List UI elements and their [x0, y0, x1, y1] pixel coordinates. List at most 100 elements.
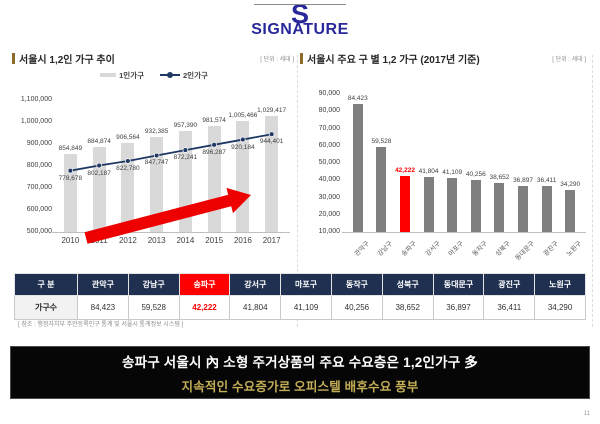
line-value-label: 872,241: [173, 154, 198, 162]
table-cell-household-count: 41,109: [280, 295, 332, 320]
bar-관악구: [352, 103, 363, 232]
bar-1person-2010: [63, 153, 77, 232]
bar-value-label: 41,804: [418, 168, 439, 176]
y-axis-tick: 800,000: [26, 162, 52, 169]
table-header-district: 동작구: [330, 273, 383, 296]
table-row: 가구수 84,423 59,528 42,222 41,804 41,109 40,256 3…: [14, 295, 586, 320]
trend-arrow-icon: [84, 187, 251, 244]
y-axis-tick: 1,100,000: [20, 96, 52, 103]
y-axis-tick: 80,000: [318, 107, 341, 115]
bar-동작구: [470, 179, 481, 232]
table-cell-household-count: 84,423: [77, 295, 129, 320]
bar-value-label: 906,564: [116, 133, 140, 141]
y-axis-tick: 600,000: [26, 206, 52, 213]
chart2-plot-area: 90,000 80,000 70,000 60,000 50,000 40,000 30,0…: [300, 77, 588, 262]
table-cell-household-count: 36,411: [483, 295, 536, 320]
table-header-district: 송파구: [178, 273, 231, 296]
bar-value-label: 1,029,417: [257, 106, 287, 114]
bar-value-label: 957,390: [173, 122, 198, 130]
bar-value-label: 981,574: [202, 117, 226, 125]
bar-value-label: 42,222: [395, 167, 415, 175]
x-axis-line: [52, 232, 290, 233]
x-axis-label-year: 2015: [205, 236, 224, 245]
logo-wordmark: SIGNATURE: [251, 20, 349, 38]
signature-logo: S SIGNATURE: [0, 0, 600, 48]
legend-label: 2인가구: [183, 70, 208, 80]
bar-동대문구: [518, 185, 529, 232]
bar-성북구: [494, 182, 505, 232]
bar-마포구: [447, 178, 458, 232]
bar-value-label: 36,411: [536, 177, 557, 185]
y-axis-tick: 50,000: [318, 159, 341, 166]
y-axis-tick: 10,000: [318, 228, 341, 235]
table-cell-household-count: 41,804: [229, 295, 282, 320]
charts-row: 서울시 1,2인 가구 추이 [ 단위 : 세대 ] 1인가구 2인가구: [12, 52, 588, 270]
line-value-label: 847,747: [144, 159, 169, 167]
table-header-district: 성북구: [381, 273, 434, 296]
title-marker: [12, 53, 15, 64]
banner-subline: 지속적인 수요증가로 오피스텔 배후수요 풍부: [181, 379, 419, 394]
source-note: [ 참조 : 행정자치부 주민등록인구 통계 및 서울시 통계정보 시스템 ]: [18, 322, 184, 328]
table-header-category: 구 분: [14, 273, 78, 296]
line-swatch-icon: [160, 72, 180, 79]
y-axis-tick: 900,000: [26, 140, 52, 147]
bar-value-label: 884,874: [87, 138, 111, 146]
layout-guide-line: [297, 55, 298, 327]
chart1-title: 서울시 1,2인 가구 추이: [19, 55, 115, 66]
y-axis-tick: 500,000: [26, 228, 52, 235]
table-header-district: 강남구: [127, 273, 180, 296]
bar-value-label: 932,385: [144, 127, 169, 135]
legend-item-1person: 1인가구: [100, 70, 144, 81]
table-cell-household-count: 36,897: [432, 295, 485, 320]
bar-value-label: 41,109: [442, 169, 463, 177]
table-cell-household-count: 40,256: [330, 295, 383, 320]
bar-value-label: 854,849: [58, 144, 83, 152]
y-axis-tick: 20,000: [318, 210, 341, 218]
y-axis-tick: 30,000: [318, 193, 341, 201]
logo-s-mark: S: [290, 0, 309, 29]
chart2-title: 서울시 주요 구 별 1,2 가구 (2017년 기준): [307, 55, 480, 66]
bar-1person-2017: [265, 115, 279, 232]
chart2-unit-label: [ 단위 : 세대 ]: [552, 57, 586, 63]
table-header-district: 노원구: [534, 273, 586, 296]
bar-value-label: 36,897: [513, 176, 533, 184]
logo-divider-line: [254, 4, 346, 5]
legend-label: 1인가구: [119, 70, 144, 80]
x-axis-label-year: 2010: [61, 236, 80, 245]
y-axis-tick: 60,000: [318, 141, 341, 149]
chart2-title-row: 서울시 주요 구 별 1,2 가구 (2017년 기준) [ 단위 : 세대 ]: [300, 52, 588, 66]
table-header-district: 동대문구: [432, 273, 485, 296]
page-number: 11: [583, 411, 590, 417]
household-count-table: 구 분 관악구 강남구 송파구 강서구 마포구 동작구 성북구 동대문구 광진구 노원구 가구수 84,…: [14, 273, 586, 320]
table-cell-household-count: 59,528: [127, 295, 180, 320]
key-message-banner: 송파구 서울시 內 소형 주거상품의 주요 수요층은 1,2인가구 多 지속적인…: [10, 346, 590, 399]
bar-value-label: 1,005,466: [228, 111, 258, 119]
bar-value-label: 59,528: [371, 137, 392, 145]
bar-강남구: [376, 146, 387, 232]
line-value-label: 802,187: [87, 169, 111, 177]
title-marker: [300, 53, 304, 64]
chart1-plot-area: 1,100,000 1,000,000 900,000 800,000 700,000 6…: [12, 82, 296, 267]
table-header-district: 관악구: [77, 273, 129, 296]
bar-value-label: 40,256: [465, 170, 486, 178]
district-table: 구 분 관악구 강남구 송파구 강서구 마포구 동작구 성북구 동대문구 광진구 노원구 가구수 84,…: [14, 273, 586, 320]
chart-panel-household-trend: 서울시 1,2인 가구 추이 [ 단위 : 세대 ] 1인가구 2인가구: [12, 52, 296, 270]
x-axis-label-year: 2016: [233, 236, 252, 245]
bar-노원구: [565, 190, 576, 232]
bar-1person-2012: [121, 142, 135, 232]
bar-1person-2013: [150, 136, 164, 232]
bar-송파구-highlighted: [400, 176, 411, 232]
line-value-label: 896,287: [202, 148, 226, 156]
chart1-unit-label: [ 단위 : 세대 ]: [260, 57, 295, 63]
chart1-title-row: 서울시 1,2인 가구 추이 [ 단위 : 세대 ]: [12, 52, 296, 66]
legend-item-2person: 2인가구: [160, 70, 208, 81]
table-row-label: 가구수: [14, 295, 78, 320]
y-axis-tick: 70,000: [318, 124, 341, 132]
x-axis-label-year: 2017: [262, 236, 281, 245]
bar-value-label: 84,423: [347, 94, 368, 102]
bar-value-label: 34,290: [560, 181, 581, 189]
line-series-2person: [67, 131, 275, 174]
table-cell-household-count: 42,222: [178, 295, 231, 320]
y-axis-tick: 700,000: [26, 184, 52, 191]
table-cell-household-count: 34,290: [534, 295, 586, 320]
